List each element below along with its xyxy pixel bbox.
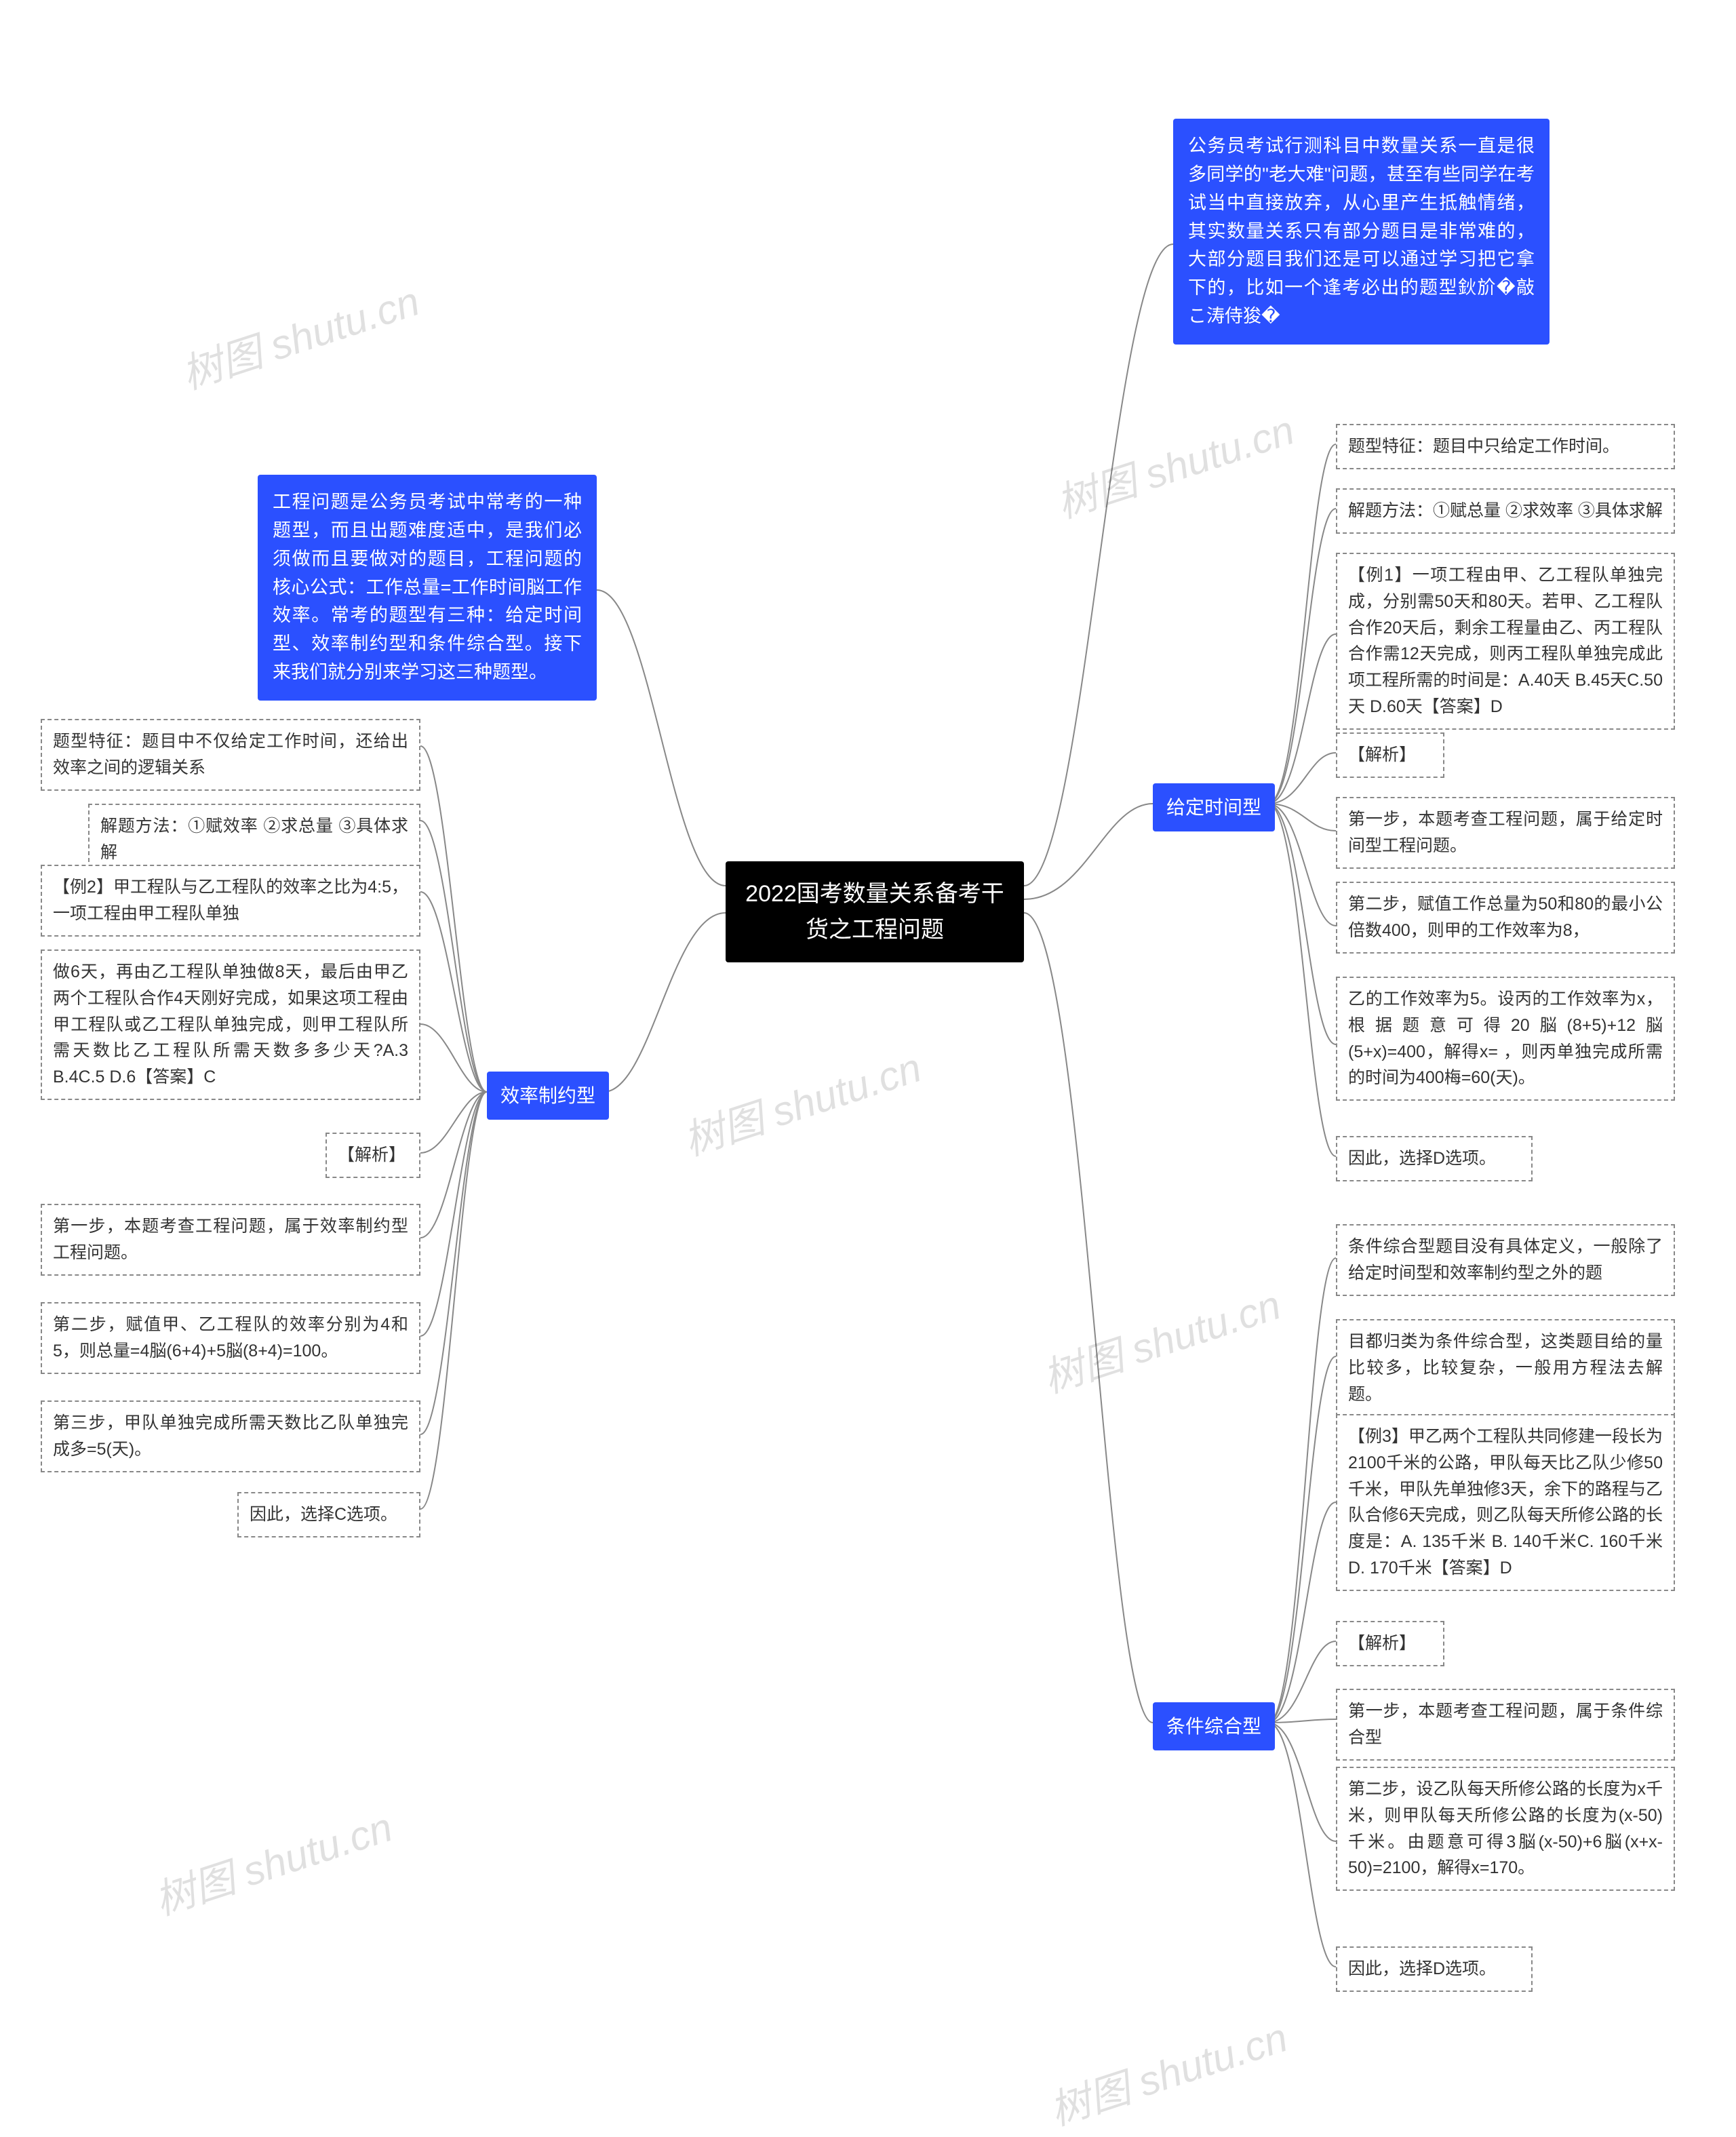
leaf-time-6: 乙的工作效率为5。设丙的工作效率为x，根据题意可得20脳(8+5)+12脳(5+…	[1336, 977, 1675, 1101]
leaf-time-3: 【解析】	[1336, 732, 1444, 778]
leaf-eff-6: 第二步，赋值甲、乙工程队的效率分别为4和5，则总量=4脳(6+4)+5脳(8+4…	[41, 1302, 420, 1374]
watermark: 树图 shutu.cn	[1041, 2005, 1294, 2137]
leaf-comp-3: 【解析】	[1336, 1621, 1444, 1666]
leaf-time-2: 【例1】一项工程由甲、乙工程队单独完成，分别需50天和80天。若甲、乙工程队合作…	[1336, 553, 1675, 730]
intro-top-right: 公务员考试行测科目中数量关系一直是很多同学的"老大难"问题，甚至有些同学在考试当…	[1173, 119, 1550, 345]
leaf-comp-1: 目都归类为条件综合型，这类题目给的量比较多，比较复杂，一般用方程法去解题。	[1336, 1319, 1675, 1417]
watermark: 树图 shutu.cn	[1034, 1272, 1287, 1405]
leaf-time-7: 因此，选择D选项。	[1336, 1136, 1533, 1181]
leaf-time-5: 第二步，赋值工作总量为50和80的最小公倍数400，则甲的工作效率为8，	[1336, 882, 1675, 954]
root-node: 2022国考数量关系备考干货之工程问题	[726, 861, 1024, 962]
leaf-eff-4: 【解析】	[326, 1133, 420, 1178]
leaf-comp-2: 【例3】甲乙两个工程队共同修建一段长为2100千米的公路，甲队每天比乙队少修50…	[1336, 1414, 1675, 1591]
leaf-time-4: 第一步，本题考查工程问题，属于给定时间型工程问题。	[1336, 797, 1675, 869]
leaf-comp-6: 因此，选择D选项。	[1336, 1946, 1533, 1992]
leaf-eff-8: 因此，选择C选项。	[237, 1492, 420, 1537]
leaf-time-0: 题型特征：题目中只给定工作时间。	[1336, 424, 1675, 469]
mindmap-canvas: 2022国考数量关系备考干货之工程问题 公务员考试行测科目中数量关系一直是很多同…	[0, 0, 1736, 2135]
watermark: 树图 shutu.cn	[173, 269, 426, 401]
watermark: 树图 shutu.cn	[675, 1035, 928, 1167]
watermark: 树图 shutu.cn	[146, 1795, 399, 1927]
intro-left: 工程问题是公务员考试中常考的一种题型，而且出题难度适中，是我们必须做而且要做对的…	[258, 475, 597, 701]
leaf-comp-5: 第二步，设乙队每天所修公路的长度为x千米，则甲队每天所修公路的长度为(x-50)…	[1336, 1767, 1675, 1891]
leaf-eff-2: 【例2】甲工程队与乙工程队的效率之比为4:5，一项工程由甲工程队单独	[41, 865, 420, 937]
leaf-comp-0: 条件综合型题目没有具体定义，一般除了给定时间型和效率制约型之外的题	[1336, 1224, 1675, 1296]
branch-efficiency: 效率制约型	[487, 1072, 609, 1120]
leaf-comp-4: 第一步，本题考查工程问题，属于条件综合型	[1336, 1689, 1675, 1761]
leaf-time-1: 解题方法：①赋总量 ②求效率 ③具体求解	[1336, 488, 1675, 534]
branch-composite: 条件综合型	[1153, 1702, 1275, 1750]
branch-time: 给定时间型	[1153, 783, 1275, 831]
leaf-eff-3: 做6天，再由乙工程队单独做8天，最后由甲乙两个工程队合作4天刚好完成，如果这项工…	[41, 949, 420, 1100]
watermark: 树图 shutu.cn	[1048, 397, 1301, 530]
leaf-eff-0: 题型特征：题目中不仅给定工作时间，还给出效率之间的逻辑关系	[41, 719, 420, 791]
leaf-eff-7: 第三步，甲队单独完成所需天数比乙队单独完成多=5(天)。	[41, 1400, 420, 1472]
leaf-eff-5: 第一步，本题考查工程问题，属于效率制约型工程问题。	[41, 1204, 420, 1276]
